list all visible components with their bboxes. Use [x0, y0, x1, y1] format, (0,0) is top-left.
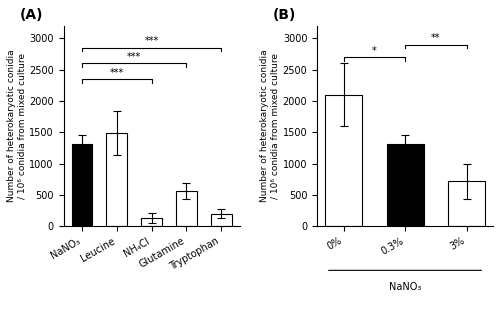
Bar	[210, 214, 232, 226]
Bar	[106, 133, 127, 226]
Bar	[325, 95, 362, 226]
Bar	[141, 218, 162, 226]
Bar	[176, 191, 197, 226]
Text: ***: ***	[127, 52, 142, 62]
Y-axis label: Number of heterokaryotic conidia
/ 10⁶ conidia from mixed culture: Number of heterokaryotic conidia / 10⁶ c…	[260, 50, 280, 202]
Text: NaNO₃: NaNO₃	[389, 282, 421, 292]
Bar	[72, 144, 92, 226]
Bar	[448, 181, 485, 226]
Text: (B): (B)	[273, 8, 296, 22]
Text: *: *	[372, 46, 376, 56]
Text: **: **	[431, 33, 440, 43]
Text: ***: ***	[144, 36, 158, 46]
Bar	[386, 144, 424, 226]
Text: (A): (A)	[20, 8, 43, 22]
Text: ***: ***	[110, 68, 124, 78]
Y-axis label: Number of heterokaryotic conidia
/ 10⁶ conidia from mixed culture: Number of heterokaryotic conidia / 10⁶ c…	[7, 50, 26, 202]
